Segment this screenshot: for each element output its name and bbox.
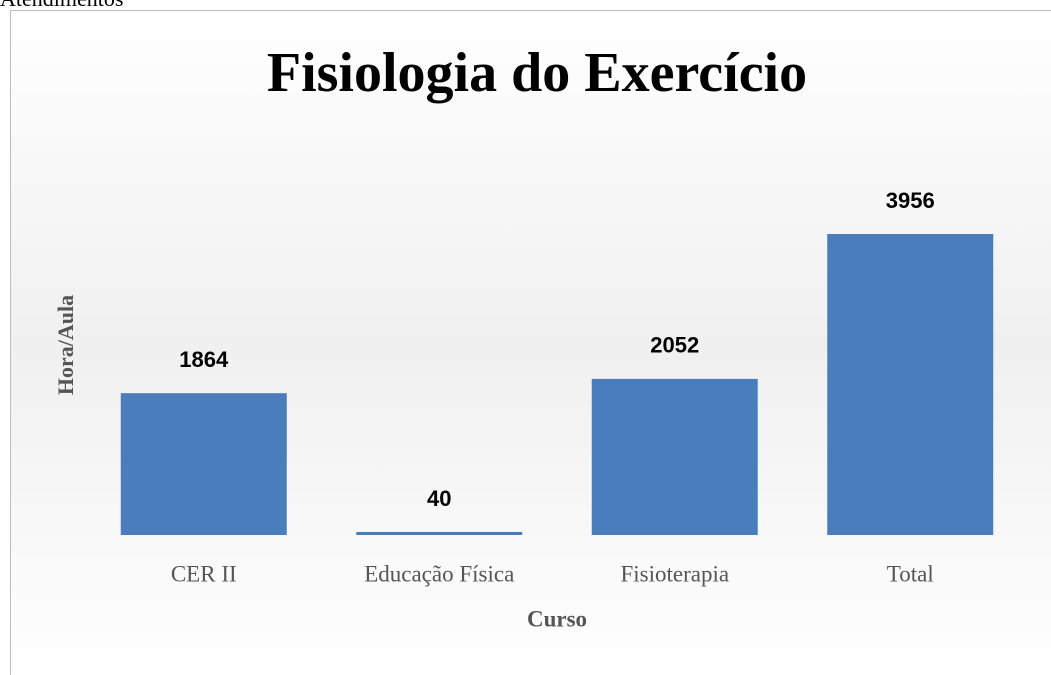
- bar: [591, 378, 758, 535]
- y-axis-label: Hora/Aula: [53, 295, 78, 395]
- data-label: 40: [427, 486, 451, 511]
- x-tick-label: Fisioterapia: [620, 561, 729, 586]
- x-tick-label: Total: [887, 561, 934, 586]
- bar: [120, 393, 287, 535]
- data-label: 2052: [650, 333, 699, 358]
- x-tick-label: CER II: [171, 561, 237, 586]
- chart-title: Fisiologia do Exercício: [267, 42, 807, 104]
- page-heading: Atendimentos: [0, 0, 123, 12]
- x-axis-label: Curso: [527, 606, 587, 631]
- data-label: 1864: [179, 347, 229, 372]
- x-tick-label: Educação Física: [364, 561, 514, 586]
- bar: [827, 234, 994, 535]
- data-label: 3956: [886, 188, 935, 213]
- bar: [356, 531, 523, 535]
